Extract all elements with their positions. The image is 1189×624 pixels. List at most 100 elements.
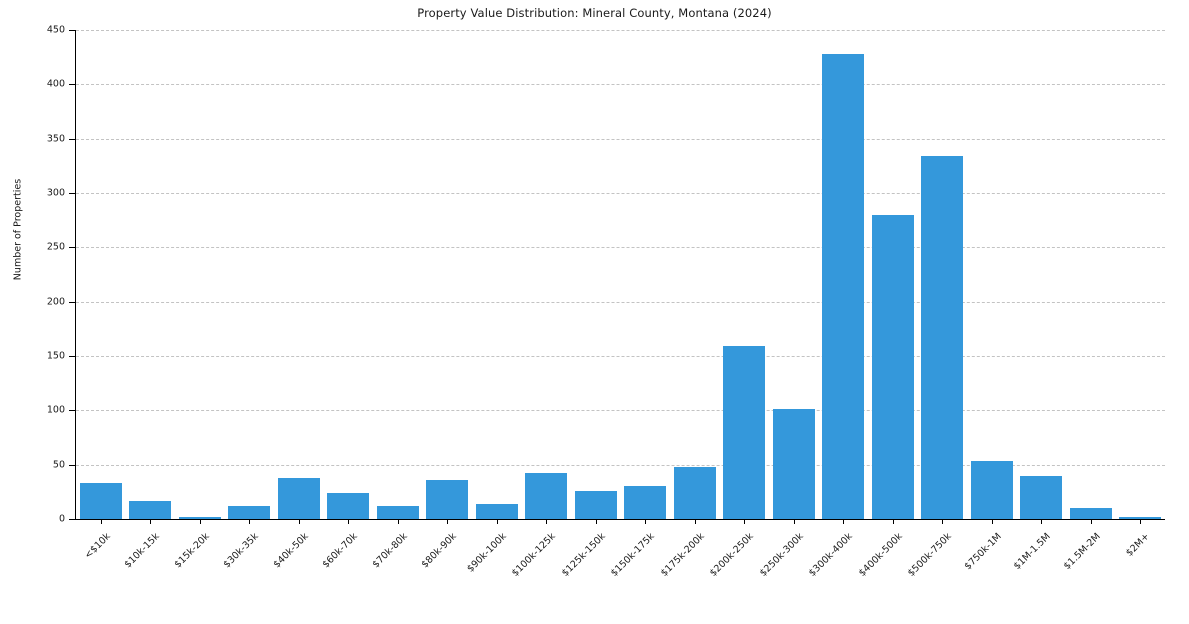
- x-tick-mark: [1041, 519, 1043, 524]
- x-tick-mark: [447, 519, 449, 524]
- bar[interactable]: [525, 473, 568, 519]
- bar[interactable]: [871, 214, 914, 519]
- bar[interactable]: [228, 505, 271, 519]
- bar[interactable]: [277, 477, 320, 519]
- x-tick-label: $1.5M-2M: [1061, 531, 1103, 573]
- x-tick-mark: [1140, 519, 1142, 524]
- x-tick-mark: [991, 519, 993, 524]
- gridline: [76, 84, 1165, 86]
- x-tick-mark: [496, 519, 498, 524]
- gridline: [76, 138, 1165, 140]
- bar[interactable]: [426, 479, 469, 519]
- x-tick-mark: [744, 519, 746, 524]
- x-tick-mark: [694, 519, 696, 524]
- x-tick-label: $250k-300k: [757, 531, 806, 579]
- x-tick-label: $150k-175k: [609, 531, 658, 579]
- x-tick-label: $100k-125k: [510, 531, 559, 579]
- x-tick-label: $15k-20k: [172, 531, 212, 571]
- gridline: [76, 193, 1165, 194]
- gridline: [76, 247, 1165, 249]
- gridline: [76, 30, 1165, 31]
- x-tick-label: $2M+: [1124, 531, 1153, 559]
- y-tick-mark: [69, 301, 75, 303]
- x-tick-mark: [298, 519, 300, 524]
- x-tick-mark: [199, 519, 201, 524]
- x-tick-label: $175k-200k: [658, 531, 707, 579]
- bar[interactable]: [624, 486, 667, 519]
- plot-area: [76, 30, 1165, 519]
- x-tick-mark: [645, 519, 647, 524]
- y-tick-label: 300: [46, 187, 65, 199]
- y-tick-mark: [69, 84, 75, 86]
- bar[interactable]: [822, 53, 865, 519]
- x-tick-label: $80k-90k: [419, 531, 460, 571]
- bar[interactable]: [129, 500, 172, 519]
- bar[interactable]: [1119, 516, 1162, 519]
- x-tick-label: $500k-750k: [906, 531, 955, 579]
- bar[interactable]: [79, 483, 122, 519]
- y-tick-label: 250: [46, 241, 65, 253]
- x-tick-mark: [793, 519, 795, 524]
- y-tick-label: 350: [46, 133, 65, 145]
- bar[interactable]: [178, 516, 221, 519]
- gridline: [76, 410, 1165, 412]
- y-axis-spine: [75, 30, 76, 520]
- x-tick-label: $10k-15k: [122, 531, 163, 571]
- x-tick-label: $90k-100k: [464, 531, 509, 575]
- x-tick-mark: [942, 519, 944, 524]
- bar[interactable]: [723, 346, 766, 519]
- bar[interactable]: [970, 461, 1013, 519]
- bar[interactable]: [376, 505, 419, 519]
- gridline: [76, 301, 1165, 303]
- x-tick-mark: [843, 519, 845, 524]
- x-tick-mark: [348, 519, 350, 524]
- y-tick-mark: [69, 30, 75, 31]
- bar[interactable]: [921, 156, 964, 519]
- x-tick-mark: [249, 519, 251, 524]
- gridline: [76, 356, 1165, 357]
- x-axis-spine: [75, 519, 1165, 520]
- x-tick-mark: [397, 519, 399, 524]
- bar[interactable]: [673, 466, 716, 519]
- y-tick-mark: [69, 519, 75, 520]
- y-tick-mark: [69, 410, 75, 412]
- x-tick-label: $400k-500k: [856, 531, 905, 579]
- x-tick-label: $750k-1M: [962, 531, 1004, 573]
- y-tick-mark: [69, 193, 75, 194]
- bar[interactable]: [574, 490, 617, 519]
- bar[interactable]: [475, 503, 518, 519]
- y-tick-mark: [69, 356, 75, 357]
- y-tick-label: 450: [46, 24, 65, 36]
- x-tick-mark: [150, 519, 152, 524]
- gridline: [76, 464, 1165, 466]
- chart-figure: Property Value Distribution: Mineral Cou…: [13, 6, 1165, 579]
- bar[interactable]: [1020, 475, 1063, 519]
- x-tick-label: $300k-400k: [807, 531, 856, 579]
- x-tick-label: <$10k: [82, 531, 113, 562]
- x-tick-label: $40k-50k: [271, 531, 311, 571]
- y-tick-mark: [69, 464, 75, 466]
- x-tick-label: $70k-80k: [370, 531, 410, 571]
- bar[interactable]: [327, 492, 370, 519]
- x-tick-label: $125k-150k: [559, 531, 608, 579]
- y-tick-mark: [69, 247, 75, 249]
- y-tick-label: 100: [46, 404, 65, 416]
- x-tick-mark: [595, 519, 597, 524]
- x-tick-label: $200k-250k: [708, 531, 757, 579]
- y-tick-label: 50: [52, 459, 65, 471]
- y-tick-mark: [69, 138, 75, 140]
- y-tick-label: 200: [46, 296, 65, 308]
- bar[interactable]: [772, 409, 815, 519]
- x-tick-label: $30k-35k: [221, 531, 262, 571]
- x-tick-mark: [100, 519, 102, 524]
- bar[interactable]: [1069, 508, 1112, 519]
- x-tick-label: $1M-1.5M: [1011, 531, 1054, 573]
- y-tick-label: 400: [46, 78, 65, 90]
- x-tick-mark: [546, 519, 548, 524]
- chart-title: Property Value Distribution: Mineral Cou…: [417, 6, 772, 20]
- x-tick-mark: [892, 519, 894, 524]
- y-tick-label: 150: [46, 350, 65, 362]
- x-tick-mark: [1090, 519, 1092, 524]
- x-tick-label: $60k-70k: [320, 531, 361, 571]
- y-tick-label: 0: [58, 513, 65, 525]
